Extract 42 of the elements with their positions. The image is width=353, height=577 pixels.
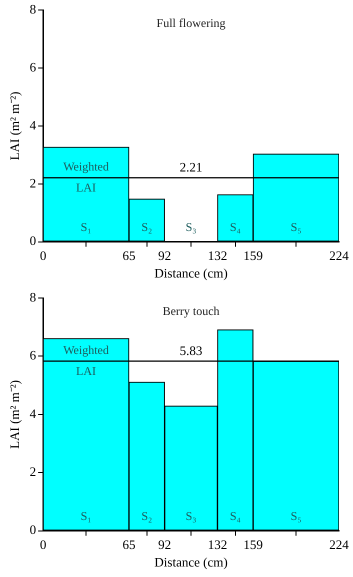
y-tick-label: 4 <box>30 117 37 132</box>
ref-line-label: 2.21 <box>180 160 202 175</box>
y-tick-label: 6 <box>30 348 37 363</box>
annotation: S₁ <box>80 508 92 523</box>
x-tick-label: 65 <box>122 537 136 552</box>
annotation: S₄ <box>230 508 241 523</box>
y-tick-label: 0 <box>30 233 36 248</box>
y-tick-label: 8 <box>30 289 36 304</box>
annotation: S₂ <box>141 508 152 523</box>
x-axis-title: Distance (cm) <box>154 266 228 281</box>
x-tick-label: 65 <box>122 248 136 264</box>
y-tick-label: 0 <box>30 522 36 538</box>
y-tick-label: 8 <box>30 1 36 16</box>
annotation: Weighted LAI <box>63 159 109 194</box>
annotation: S₃ <box>186 508 196 523</box>
text: Berry touch <box>162 304 220 318</box>
y-tick-label: 2 <box>30 464 36 480</box>
annotation: S₅ <box>290 220 302 234</box>
x-tick-label: 132 <box>208 248 228 264</box>
annotation: S₃ <box>186 220 196 234</box>
y-tick-label: 6 <box>30 59 37 74</box>
text: Full flowering <box>156 16 226 30</box>
y-tick-label: 2 <box>30 175 36 190</box>
x-tick-label: 159 <box>243 248 263 264</box>
annotation: S₁ <box>80 220 92 234</box>
x-tick-label: 224 <box>329 537 350 552</box>
x-tick-label: 132 <box>208 537 228 552</box>
x-tick-label: 159 <box>243 537 263 552</box>
y-axis-title: LAI (m² m⁻²) <box>7 380 22 449</box>
y-axis-title: LAI (m² m⁻²) <box>7 91 22 160</box>
x-tick-label: 92 <box>158 537 172 552</box>
annotation: S₅ <box>290 508 302 523</box>
y-tick-label: 4 <box>30 406 37 421</box>
annotation: Weighted LAI <box>63 342 109 378</box>
ref-line-label: 5.83 <box>180 343 202 358</box>
x-axis-title: Distance (cm) <box>154 554 228 570</box>
x-tick-label: 0 <box>40 537 46 552</box>
annotation: S₂ <box>141 220 152 234</box>
annotation: S₄ <box>230 220 241 234</box>
x-tick-label: 92 <box>158 248 172 264</box>
x-tick-label: 224 <box>329 248 350 264</box>
x-tick-label: 0 <box>40 248 46 264</box>
